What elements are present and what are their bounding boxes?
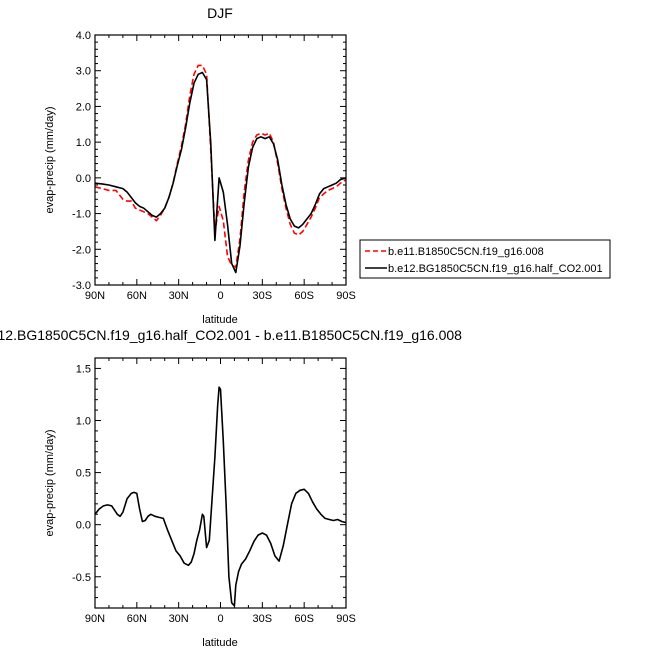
top-chart-x-tick-label: 90N bbox=[85, 290, 105, 302]
top-chart-y-tick-label: 1.0 bbox=[76, 137, 91, 149]
bottom-chart-x-tick-label: 90S bbox=[336, 613, 356, 625]
bottom-chart-x-axis-label: latitude bbox=[202, 637, 237, 649]
bottom-chart: b.e12.BG1850C5CN.f19_g16.half_CO2.001 - … bbox=[0, 327, 462, 649]
top-chart-series-line-2 bbox=[94, 71, 347, 274]
top-chart-y-tick-label: 4.0 bbox=[76, 30, 91, 42]
bottom-chart-y-axis-label: evap-precip (mm/day) bbox=[44, 430, 56, 537]
bottom-chart-series bbox=[94, 386, 347, 607]
bottom-chart-x-tick-label: 60S bbox=[294, 613, 314, 625]
legend-entry-series-1: b.e11.B1850C5CN.f19_g16.008 bbox=[388, 246, 544, 258]
bottom-chart-ticks: 90N 60N 30N 0 30S 60S 90S -0.5 0.0 0.5 1.0 1.5 bbox=[72, 357, 356, 625]
legend: b.e11.B1850C5CN.f19_g16.008 b.e12.BG1850… bbox=[359, 239, 611, 279]
legend-entry-series-2: b.e12.BG1850C5CN.f19_g16.half_CO2.001 bbox=[388, 263, 603, 275]
top-chart-x-tick-label: 0 bbox=[217, 290, 223, 302]
top-chart-y-tick-label: 2.0 bbox=[76, 101, 91, 113]
top-chart-y-tick-label: 0.0 bbox=[76, 173, 91, 185]
bottom-chart-plot-frame bbox=[94, 357, 347, 609]
bottom-chart-y-tick-label: 1.5 bbox=[76, 363, 91, 375]
top-chart-series-line-1 bbox=[94, 64, 347, 268]
bottom-chart-y-tick-label: 1.0 bbox=[76, 416, 91, 428]
bottom-chart-x-tick-label: 30N bbox=[169, 613, 189, 625]
top-chart-x-tick-label: 30N bbox=[169, 290, 189, 302]
bottom-chart-y-tick-label: 0.5 bbox=[76, 468, 91, 480]
top-chart-x-tick-label: 90S bbox=[336, 290, 356, 302]
bottom-chart-x-tick-label: 60N bbox=[127, 613, 147, 625]
top-chart-title: DJF bbox=[207, 5, 233, 21]
top-chart: DJF latitude evap-precip (mm/day) 90N 60N… bbox=[44, 5, 356, 326]
top-chart-x-tick-label: 30S bbox=[253, 290, 273, 302]
top-chart-x-axis-label: latitude bbox=[202, 314, 237, 326]
bottom-chart-series-line-1 bbox=[94, 386, 347, 607]
top-chart-y-tick-label: 3.0 bbox=[76, 66, 91, 78]
top-chart-plot-frame bbox=[94, 34, 347, 286]
top-chart-y-tick-label: -1.0 bbox=[72, 209, 91, 221]
top-chart-y-tick-label: -2.0 bbox=[72, 244, 91, 256]
bottom-chart-x-tick-label: 90N bbox=[85, 613, 105, 625]
bottom-chart-y-tick-label: 0.0 bbox=[76, 520, 91, 532]
top-chart-ticks: 90N 60N 30N 0 30S 60S 90S -3.0 -2.0 -1.0 0.0 1.0 2.0… bbox=[72, 30, 356, 302]
top-chart-y-tick-label: -3.0 bbox=[72, 280, 91, 292]
bottom-chart-y-tick-label: -0.5 bbox=[72, 572, 91, 584]
bottom-chart-x-tick-label: 30S bbox=[253, 613, 273, 625]
top-chart-x-tick-label: 60N bbox=[127, 290, 147, 302]
top-chart-x-tick-label: 60S bbox=[294, 290, 314, 302]
bottom-chart-title: b.e12.BG1850C5CN.f19_g16.half_CO2.001 - … bbox=[0, 327, 462, 343]
top-chart-y-axis-label: evap-precip (mm/day) bbox=[44, 107, 56, 214]
top-chart-series bbox=[94, 64, 347, 274]
bottom-chart-x-tick-label: 0 bbox=[217, 613, 223, 625]
legend-box bbox=[359, 239, 611, 279]
